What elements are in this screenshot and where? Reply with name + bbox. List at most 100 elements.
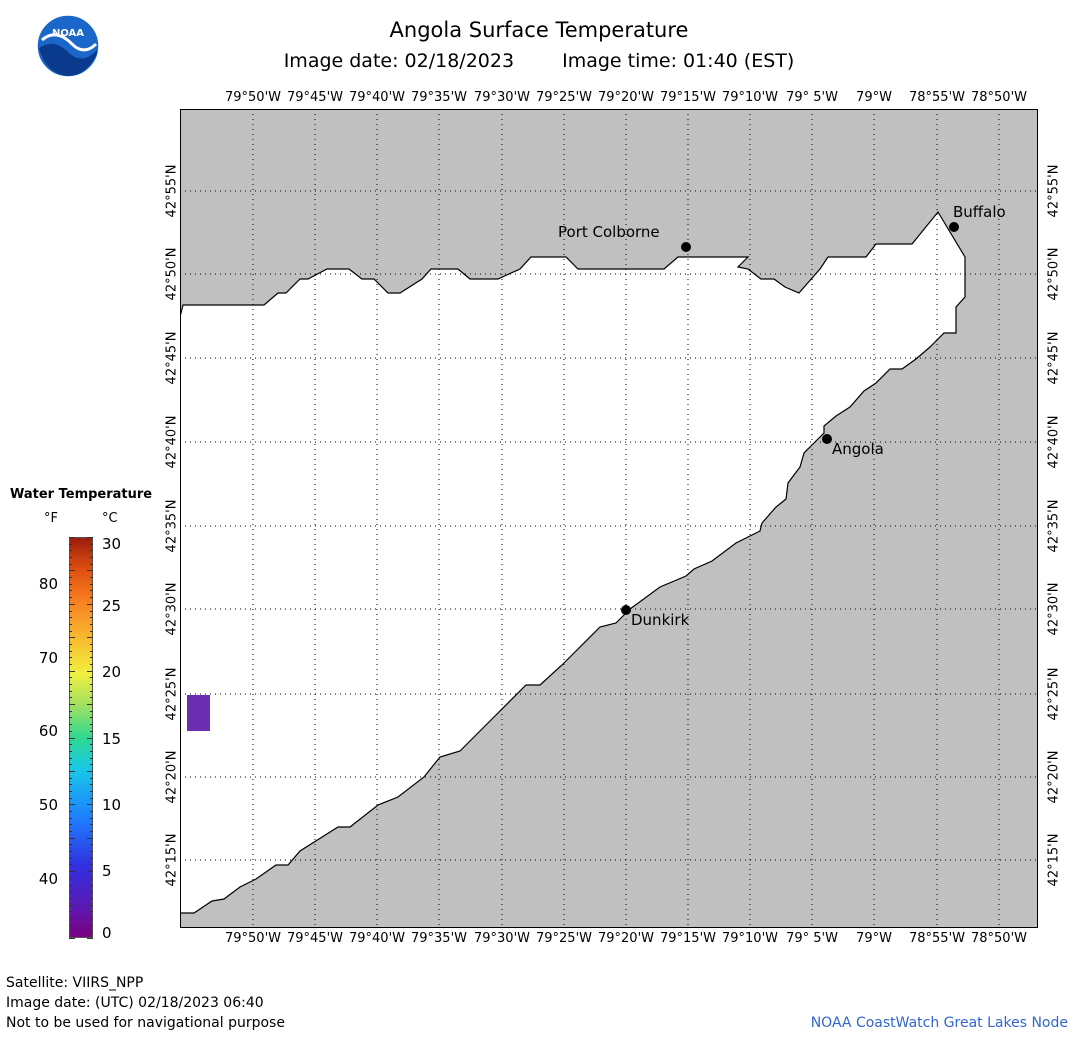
noaa-logo: NOAA xyxy=(36,14,100,78)
legend-tick-mark xyxy=(90,777,93,779)
legend-tick-mark xyxy=(69,938,75,939)
credit-link[interactable]: NOAA CoastWatch Great Lakes Node xyxy=(810,1015,1068,1031)
legend-tick-mark xyxy=(90,831,93,833)
legend-tick-mark xyxy=(69,657,72,659)
legend-tick-mark xyxy=(69,537,75,538)
legend-tick-mark xyxy=(90,630,93,632)
lon-label-top: 79°20'W xyxy=(597,90,655,105)
legend-tick-f: 70 xyxy=(38,649,58,667)
lon-label-top: 79°15'W xyxy=(659,90,717,105)
legend-tick-mark xyxy=(69,610,72,612)
legend-tick-mark xyxy=(90,597,93,599)
graticule xyxy=(180,109,1038,928)
city-label: Buffalo xyxy=(953,203,1006,221)
legend-tick-mark xyxy=(87,537,93,538)
legend-tick-mark xyxy=(90,690,93,692)
legend-tick-mark xyxy=(69,877,72,879)
legend-tick-mark xyxy=(69,637,75,639)
legend-tick-mark xyxy=(69,623,72,625)
legend-tick-f: 80 xyxy=(38,575,58,593)
legend-tick-mark xyxy=(90,617,93,619)
legend-tick-mark xyxy=(90,891,93,893)
satellite-info: Satellite: VIIRS_NPP xyxy=(6,975,144,991)
image-time: Image time: 01:40 (EST) xyxy=(562,50,795,72)
legend-tick-mark xyxy=(69,770,75,772)
map-title: Angola Surface Temperature xyxy=(389,18,689,42)
legend-tick-mark xyxy=(90,643,93,645)
legend-tick-mark xyxy=(90,590,93,592)
lat-label-left: 42°15'N xyxy=(164,833,180,887)
lon-label-bottom: 79°40'W xyxy=(348,931,406,946)
legend-tick-mark xyxy=(87,603,93,605)
legend-tick-mark xyxy=(69,911,72,913)
lat-label-right: 42°45'N xyxy=(1046,331,1062,385)
legend-tick-mark xyxy=(90,884,93,886)
city-label: Port Colborne xyxy=(558,223,660,241)
lon-label-top: 79°30'W xyxy=(473,90,531,105)
legend-tick-mark xyxy=(69,724,72,726)
legend-tick-mark xyxy=(69,577,72,579)
lon-label-top: 78°55'W xyxy=(908,90,966,105)
legend-tick-mark xyxy=(69,904,75,906)
city-label: Dunkirk xyxy=(631,611,690,629)
legend-tick-mark xyxy=(90,764,93,766)
legend-tick-mark xyxy=(69,811,72,813)
legend-tick-mark xyxy=(69,831,72,833)
lat-label-right: 42°35'N xyxy=(1046,499,1062,553)
legend-tick-mark xyxy=(90,897,93,899)
legend-tick-mark xyxy=(90,677,93,679)
legend-tick-mark xyxy=(69,717,72,719)
legend-tick-mark xyxy=(90,724,93,726)
legend-tick-c: 20 xyxy=(102,663,122,681)
lat-label-right: 42°40'N xyxy=(1046,415,1062,469)
legend-tick-c: 15 xyxy=(102,730,122,748)
legend-tick-mark xyxy=(69,543,72,545)
legend-tick-mark xyxy=(90,610,93,612)
legend-tick-mark xyxy=(87,770,93,772)
legend-tick-mark xyxy=(69,617,72,619)
city-label: Angola xyxy=(832,440,884,458)
legend-tick-mark xyxy=(90,844,93,846)
legend-tick-mark xyxy=(69,824,72,826)
legend-tick-mark xyxy=(90,730,93,732)
lon-label-bottom: 79° 5'W xyxy=(786,931,838,946)
legend-tick-mark xyxy=(87,837,93,839)
legend-tick-mark xyxy=(90,851,93,853)
legend-tick-mark xyxy=(69,871,75,873)
lon-label-bottom: 79°25'W xyxy=(535,931,593,946)
legend-tick-mark xyxy=(69,630,72,632)
legend-tick-mark xyxy=(69,764,72,766)
lat-label-left: 42°35'N xyxy=(164,499,180,553)
legend-tick-mark xyxy=(90,924,93,926)
legend-tick-mark xyxy=(69,643,72,645)
legend-tick-mark xyxy=(69,837,75,839)
city-marker-dunkirk xyxy=(621,605,631,615)
lon-label-top: 79° 5'W xyxy=(786,90,838,105)
lon-label-top: 79°10'W xyxy=(721,90,779,105)
legend-tick-mark xyxy=(69,663,72,665)
lat-label-right: 42°20'N xyxy=(1046,750,1062,804)
city-marker-angola xyxy=(822,434,832,444)
legend-tick-mark xyxy=(90,650,93,652)
legend-tick-mark xyxy=(87,904,93,906)
lat-label-left: 42°45'N xyxy=(164,331,180,385)
legend-tick-mark xyxy=(69,590,72,592)
lon-label-bottom: 79°30'W xyxy=(473,931,531,946)
unit-fahrenheit: °F xyxy=(44,511,58,526)
legend-tick-mark xyxy=(90,550,93,552)
legend-tick-mark xyxy=(69,750,72,752)
legend-tick-mark xyxy=(90,750,93,752)
legend-tick-mark xyxy=(69,684,72,686)
lon-label-top: 78°50'W xyxy=(970,90,1028,105)
legend-tick-mark xyxy=(69,570,75,572)
legend-tick-mark xyxy=(90,811,93,813)
legend-tick-mark xyxy=(90,784,93,786)
data-pixel xyxy=(187,695,210,731)
legend-tick-c: 5 xyxy=(102,862,112,880)
lon-label-top: 79°45'W xyxy=(286,90,344,105)
lon-label-top: 79°40'W xyxy=(348,90,406,105)
lon-label-bottom: 79°35'W xyxy=(410,931,468,946)
legend-tick-mark xyxy=(69,603,75,605)
lon-label-top: 79°25'W xyxy=(535,90,593,105)
lat-label-right: 42°30'N xyxy=(1046,582,1062,636)
